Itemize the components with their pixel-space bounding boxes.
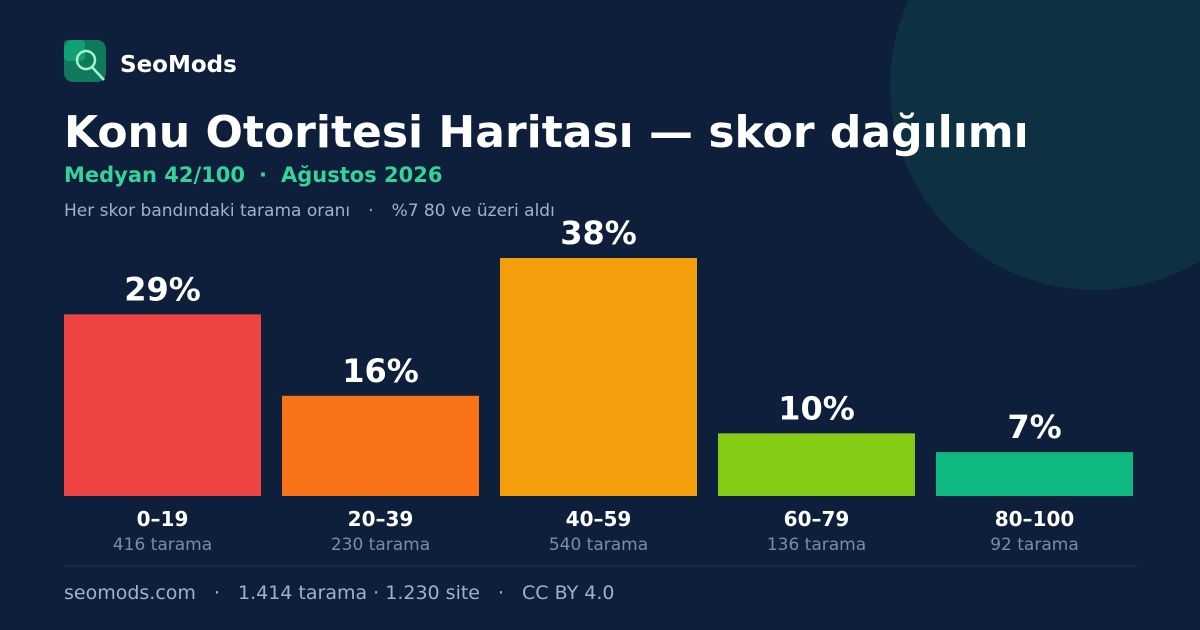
brand: SeoMods — [120, 52, 237, 78]
median: Medyan 42/100 — [64, 163, 245, 187]
logo — [64, 40, 106, 82]
logo-tile — [64, 40, 85, 61]
value-label: 16% — [342, 352, 419, 390]
category-note: 136 tarama — [767, 535, 866, 555]
category-note: 92 tarama — [990, 535, 1079, 555]
separator: · — [368, 201, 373, 221]
bar — [282, 395, 479, 496]
description: Her skor bandındaki tarama oranı · %7 80 v… — [64, 201, 555, 221]
footer: seomods.com · 1.414 tarama · 1.230 site · CC… — [64, 582, 614, 604]
value-label: 29% — [124, 270, 201, 308]
bar — [718, 433, 915, 496]
value-label: 38% — [560, 214, 637, 252]
bars: 29% 0–19 416 tarama 16% 20–39 230 tarama 38% 40… — [64, 214, 1133, 555]
chart-title: Konu Otoritesi Haritası — skor dağılımı — [64, 107, 1029, 158]
value-label: 7% — [1007, 408, 1061, 446]
category-label: 60–79 — [784, 507, 850, 531]
separator: · — [214, 582, 220, 604]
bar — [936, 452, 1133, 496]
logo-handle — [91, 66, 105, 81]
category-label: 0–19 — [137, 507, 189, 531]
separator: · — [498, 582, 504, 604]
description-note: %7 80 ve üzeri aldı — [392, 201, 555, 221]
subtitle: Medyan 42/100 · Ağustos 2026 — [64, 163, 442, 187]
description-main: Her skor bandındaki tarama oranı — [64, 201, 350, 221]
category-label: 40–59 — [566, 507, 632, 531]
footer-license: CC BY 4.0 — [522, 582, 614, 604]
separator: · — [259, 163, 267, 187]
category-note: 540 tarama — [549, 535, 648, 555]
category-label: 80–100 — [995, 507, 1075, 531]
date: Ağustos 2026 — [281, 163, 442, 187]
bar — [64, 314, 261, 496]
decor-circle — [890, 0, 1200, 290]
footer-stats: 1.414 tarama · 1.230 site — [238, 582, 480, 604]
value-label: 10% — [778, 389, 855, 427]
footer-site: seomods.com — [64, 582, 196, 604]
bar — [500, 258, 697, 496]
category-note: 416 tarama — [113, 535, 212, 555]
category-note: 230 tarama — [331, 535, 430, 555]
category-label: 20–39 — [348, 507, 414, 531]
logo-lens — [75, 49, 97, 71]
